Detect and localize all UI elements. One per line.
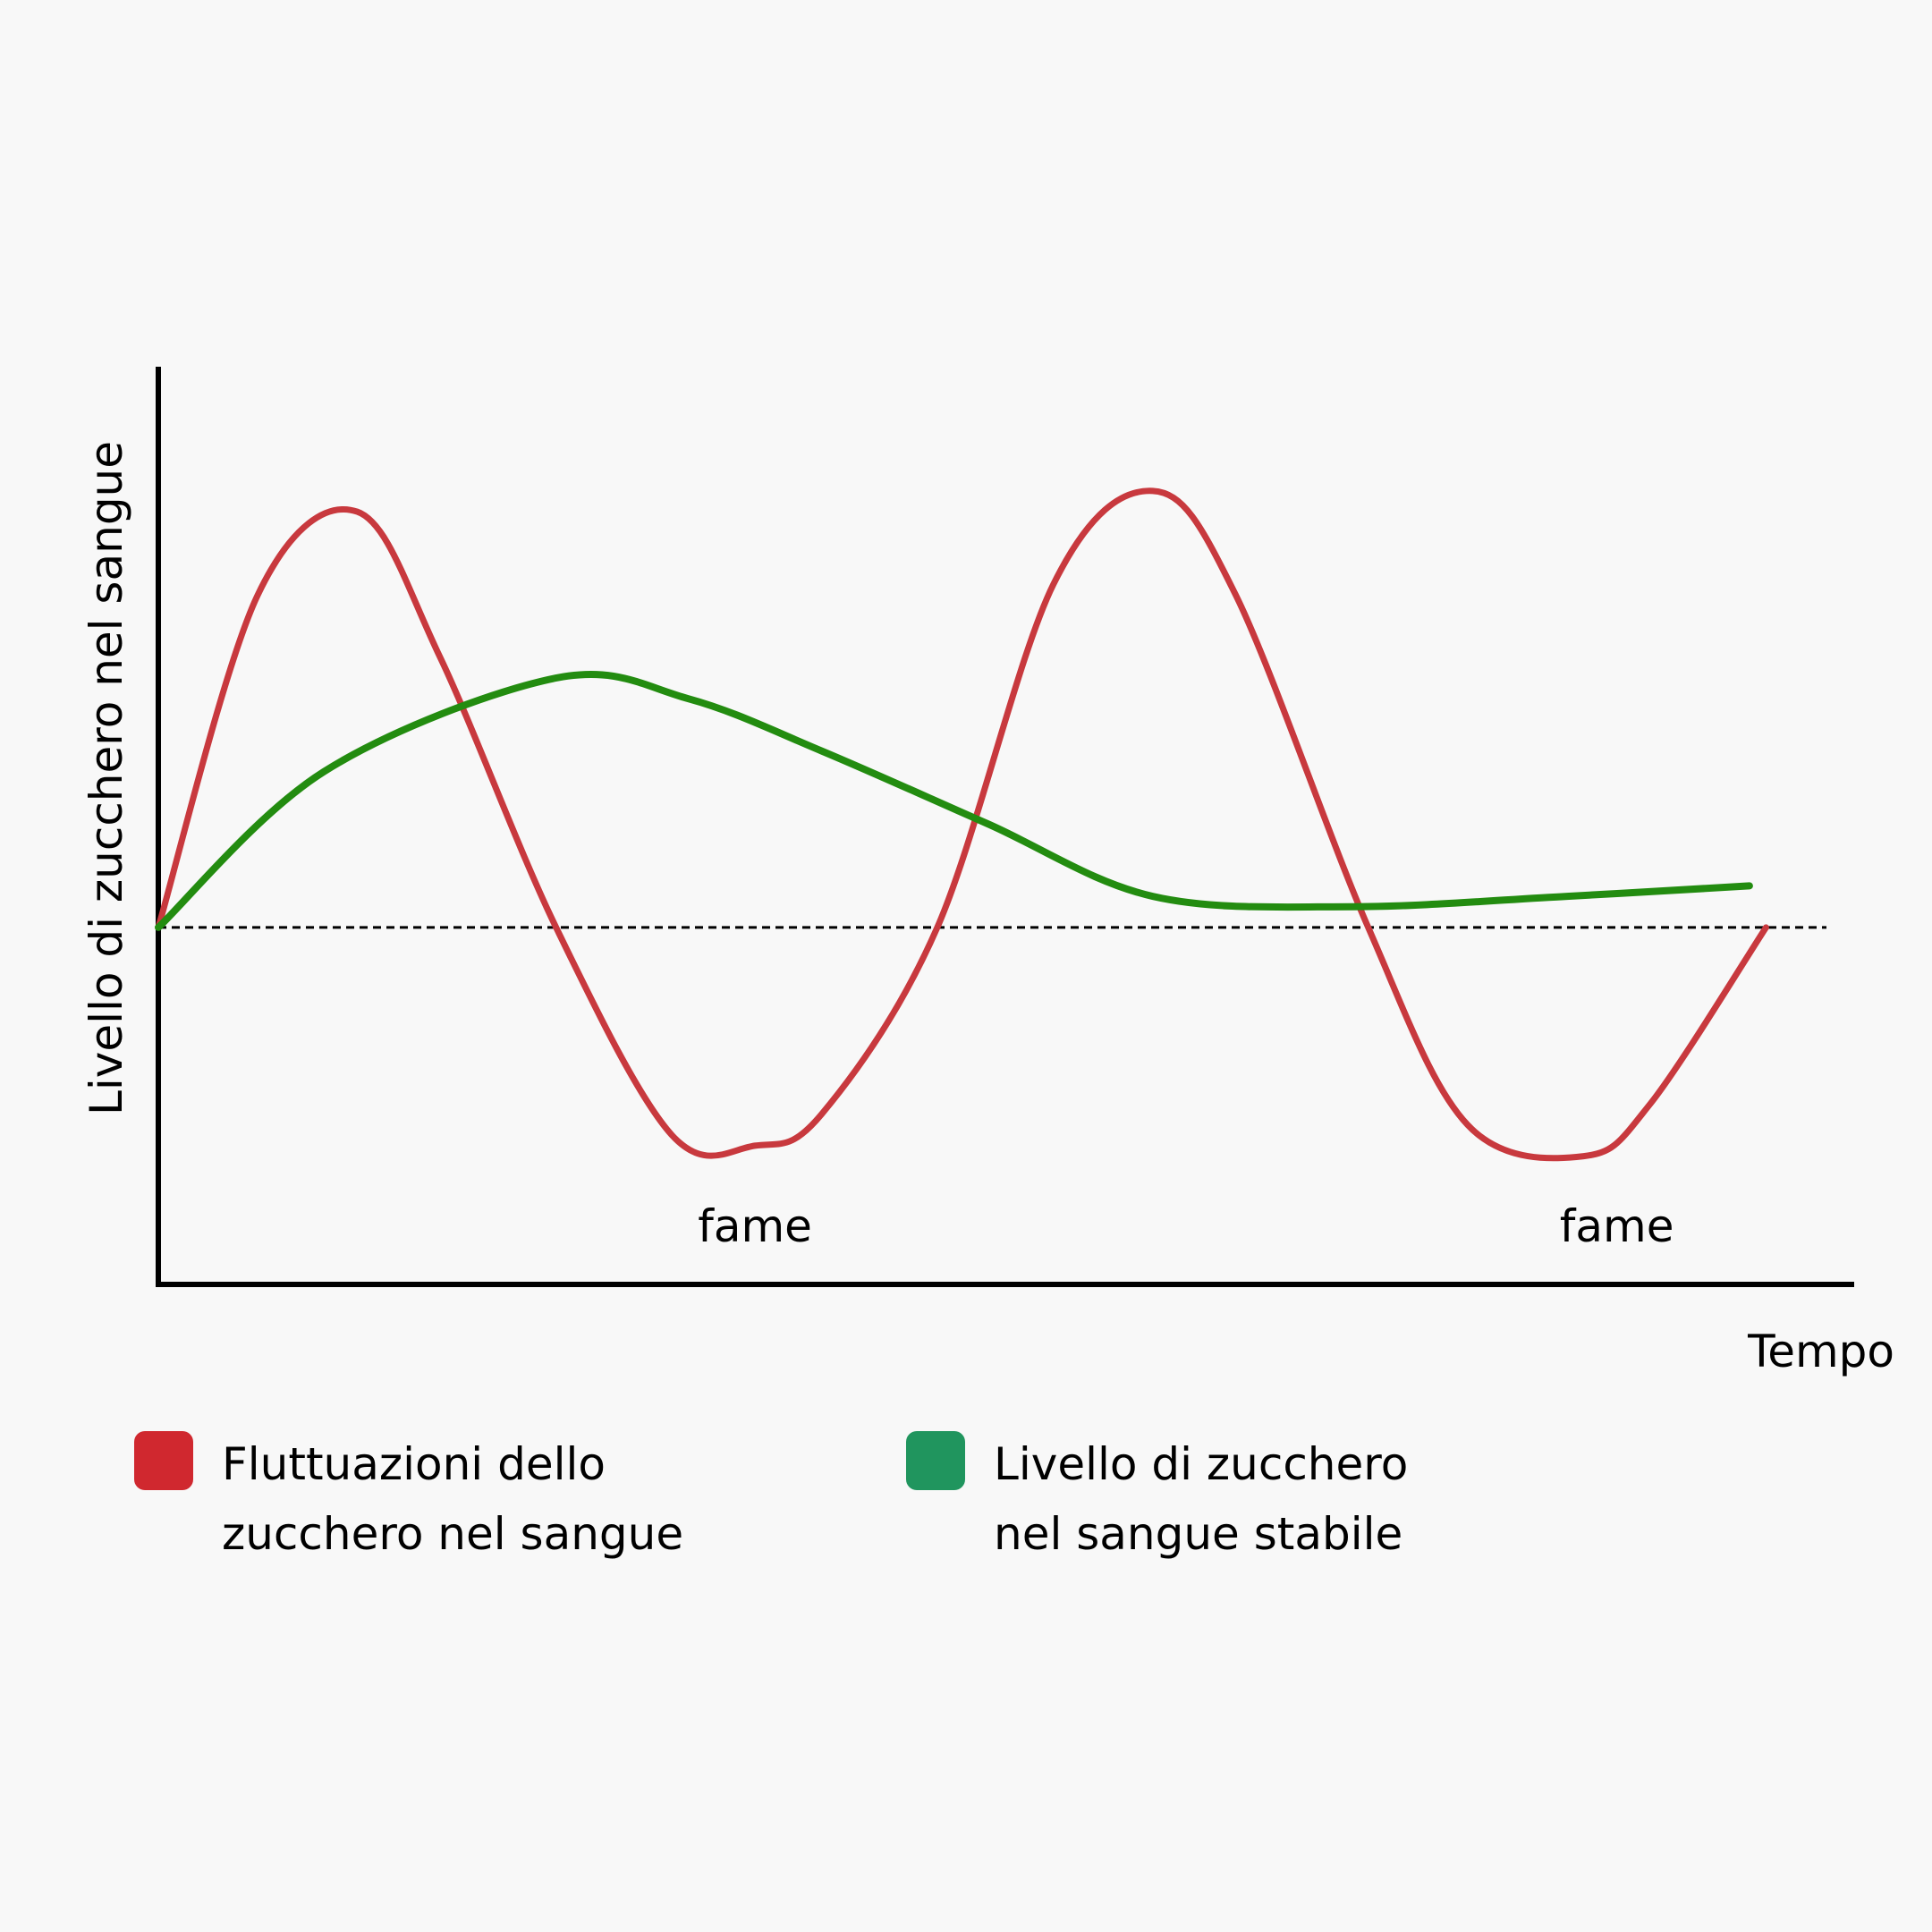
- legend-swatch: [134, 1431, 193, 1490]
- y-axis-label: Livello di zucchero nel sangue: [80, 441, 132, 1115]
- legend-label-line: Fluttuazioni dello: [222, 1438, 606, 1490]
- series-line-stable: [155, 670, 1753, 931]
- annotation-label: fame: [1560, 1200, 1674, 1252]
- legend-label: Livello di zucchero nel sangue stabile: [994, 1429, 1408, 1569]
- legend-label-line: nel sangue stabile: [994, 1508, 1403, 1560]
- legend-label-line: zucchero nel sangue: [222, 1508, 684, 1560]
- annotation-label: fame: [698, 1200, 812, 1252]
- series-line-fluctuations: [155, 487, 1769, 1162]
- x-axis-label: Tempo: [1747, 1326, 1894, 1377]
- legend-label-line: Livello di zucchero: [994, 1438, 1409, 1490]
- legend-item-stable: Livello di zucchero nel sangue stabile: [906, 1429, 1408, 1569]
- legend-item-fluctuations: Fluttuazioni dello zucchero nel sangue: [134, 1429, 683, 1569]
- legend-label: Fluttuazioni dello zucchero nel sangue: [222, 1429, 683, 1569]
- legend-swatch: [906, 1431, 965, 1490]
